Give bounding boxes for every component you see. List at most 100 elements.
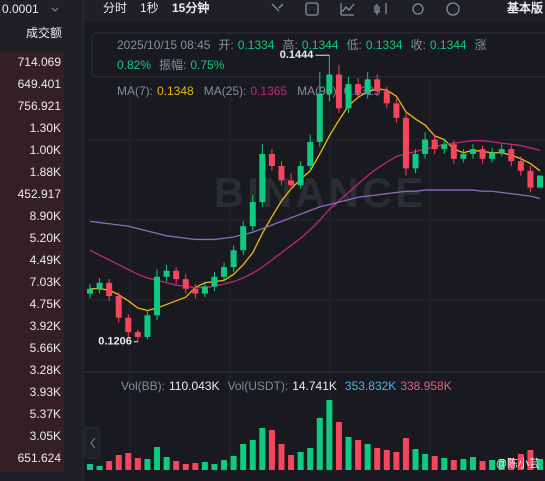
text-run: 2025/10/15 08:45 开: 0.1334 高: 0.1344 低: 0.1334… — [117, 37, 487, 52]
candle-body — [106, 282, 113, 297]
dropdown-icon[interactable] — [51, 7, 59, 12]
order-row: 714.069 — [18, 55, 62, 69]
legend-name: MA(25): — [204, 84, 247, 98]
volume-bar — [307, 448, 314, 470]
field-value: 0.1344 — [430, 38, 467, 52]
volume-bar — [87, 464, 93, 470]
candle-body — [335, 74, 342, 109]
volume-legend: 14.741K — [292, 379, 337, 393]
depth-band — [0, 52, 64, 472]
candle-body — [96, 282, 103, 289]
volume-legend: 110.043K — [169, 379, 220, 393]
candle-body — [221, 267, 228, 277]
volume-bar — [182, 464, 189, 470]
candle-body — [469, 149, 476, 154]
candle-body — [489, 152, 496, 159]
volume-bar — [134, 458, 141, 470]
candle-body — [144, 315, 151, 337]
icon[interactable] — [271, 3, 284, 12]
order-row: 5.20K — [30, 231, 61, 245]
candle-body — [259, 153, 266, 203]
collapse-icon[interactable] — [90, 437, 96, 449]
candle-body — [211, 276, 218, 287]
candle-body — [249, 202, 256, 227]
volume-bar — [345, 437, 352, 470]
annotation: 0.1444 — [280, 49, 315, 61]
volume-bar — [431, 456, 438, 470]
order-row: 1.00K — [30, 143, 61, 157]
volume-bar — [192, 463, 199, 470]
collapse-button[interactable] — [84, 427, 100, 459]
candle-body — [307, 141, 314, 166]
volume-bar — [173, 461, 180, 470]
volume-bar — [469, 457, 476, 470]
volume-bar — [517, 454, 524, 470]
candle-body — [192, 288, 199, 294]
order-row: 5.37K — [30, 407, 61, 421]
volume-bar — [450, 460, 457, 470]
ma-line — [89, 189, 541, 241]
icon[interactable] — [412, 3, 424, 15]
volume-bar — [383, 450, 390, 470]
candle-body — [316, 93, 323, 142]
field-label: 高: — [282, 37, 297, 52]
candle-body — [230, 250, 237, 268]
date: 2025/10/15 08:45 — [117, 38, 211, 52]
candle-body — [450, 144, 457, 159]
volume-bar — [201, 462, 208, 470]
candle-body — [517, 161, 524, 171]
timeframe-tab[interactable]: 15分钟 — [172, 0, 209, 15]
volume-bar — [364, 444, 371, 470]
candle-body — [460, 153, 467, 159]
precision[interactable]: 0.0001 — [2, 2, 39, 16]
volume-bar — [268, 430, 275, 470]
order-row: 756.921 — [18, 99, 62, 113]
order-row: 649.401 — [18, 77, 62, 91]
field-value: 0.75% — [190, 58, 224, 72]
order-row: 1.88K — [30, 165, 61, 179]
toolbar — [84, 0, 545, 22]
candle-body — [431, 139, 438, 150]
credit: @陈小芸 — [496, 456, 540, 470]
field-value: 0.1334 — [238, 38, 275, 52]
candle-body — [402, 117, 409, 169]
column-header: 成交额 — [26, 25, 62, 40]
icon[interactable] — [340, 3, 355, 16]
order-row: 3.93K — [30, 385, 61, 399]
toolbar-icons[interactable] — [271, 2, 460, 16]
volume-bar — [489, 460, 496, 470]
field-label: 涨 — [475, 37, 487, 52]
candle-body — [125, 317, 132, 333]
volume-bar — [479, 461, 486, 470]
icon[interactable] — [374, 3, 387, 15]
candle-body — [268, 153, 275, 166]
icon[interactable] — [446, 2, 460, 16]
volume-bar — [316, 418, 323, 470]
candle-body — [163, 270, 170, 277]
volume-bar — [460, 459, 467, 470]
order-row: 8.90K — [30, 209, 61, 223]
mode-button[interactable]: 基本版 — [506, 0, 543, 15]
volume-bar — [402, 438, 409, 470]
volume-bar — [498, 459, 505, 470]
field-value: 0.1334 — [366, 38, 403, 52]
field-label: 振幅: — [159, 57, 186, 72]
volume-bar — [537, 458, 543, 470]
timeframe-tab[interactable]: 1秒 — [140, 1, 159, 15]
volume-legend: 338.958K — [400, 379, 451, 393]
volume-bar — [240, 444, 247, 470]
volume-bar — [508, 458, 515, 470]
candle-body — [498, 149, 505, 153]
volume-bar — [115, 455, 122, 470]
timeframe-tab[interactable]: 分时 — [103, 1, 127, 15]
icon[interactable] — [305, 2, 319, 16]
order-row: 3.28K — [30, 363, 61, 377]
volume-bar — [96, 466, 103, 470]
candle-body — [364, 79, 371, 94]
candle-body — [527, 170, 534, 188]
candle-body — [383, 91, 390, 104]
order-row: 7.03K — [30, 275, 61, 289]
candle-body — [422, 139, 429, 154]
volume-bar — [393, 452, 400, 470]
